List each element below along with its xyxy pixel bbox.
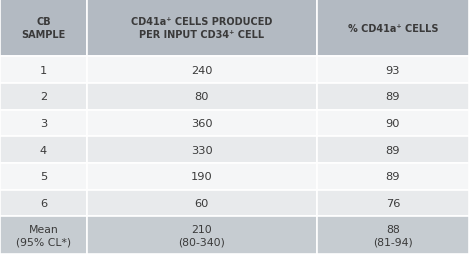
Bar <box>87 137 317 163</box>
Bar <box>0 110 87 137</box>
Text: 1: 1 <box>40 66 47 75</box>
Text: CD41a⁺ CELLS PRODUCED
PER INPUT CD34⁺ CELL: CD41a⁺ CELLS PRODUCED PER INPUT CD34⁺ CE… <box>131 17 272 40</box>
Text: 330: 330 <box>191 145 212 155</box>
Bar <box>87 216 317 254</box>
Text: CB
SAMPLE: CB SAMPLE <box>21 17 66 40</box>
Bar <box>87 84 317 110</box>
Bar <box>317 137 469 163</box>
Text: 2: 2 <box>40 92 47 102</box>
Text: % CD41a⁺ CELLS: % CD41a⁺ CELLS <box>348 24 438 34</box>
Text: 60: 60 <box>195 198 209 208</box>
Text: 93: 93 <box>386 66 400 75</box>
Text: 6: 6 <box>40 198 47 208</box>
Text: 210
(80-340): 210 (80-340) <box>178 224 225 247</box>
Text: 4: 4 <box>40 145 47 155</box>
Bar <box>317 216 469 254</box>
Bar <box>87 163 317 190</box>
Text: 88
(81-94): 88 (81-94) <box>373 224 413 247</box>
Bar <box>317 110 469 137</box>
Text: 5: 5 <box>40 172 47 182</box>
Text: 89: 89 <box>386 92 400 102</box>
Bar <box>317 0 469 57</box>
Bar <box>317 84 469 110</box>
Bar <box>87 110 317 137</box>
Text: Mean
(95% CL*): Mean (95% CL*) <box>16 224 71 247</box>
Text: 80: 80 <box>195 92 209 102</box>
Text: 360: 360 <box>191 119 212 129</box>
Text: 89: 89 <box>386 145 400 155</box>
Bar <box>87 57 317 84</box>
Bar <box>87 0 317 57</box>
Bar <box>0 163 87 190</box>
Bar <box>0 190 87 216</box>
Bar <box>0 137 87 163</box>
Text: 76: 76 <box>386 198 400 208</box>
Text: 3: 3 <box>40 119 47 129</box>
Text: 240: 240 <box>191 66 212 75</box>
Bar <box>0 0 87 57</box>
Bar <box>0 216 87 254</box>
Bar <box>317 190 469 216</box>
Bar <box>317 163 469 190</box>
Bar <box>317 57 469 84</box>
Text: 90: 90 <box>386 119 400 129</box>
Bar <box>0 57 87 84</box>
Text: 190: 190 <box>191 172 212 182</box>
Text: 89: 89 <box>386 172 400 182</box>
Bar <box>87 190 317 216</box>
Bar <box>0 84 87 110</box>
